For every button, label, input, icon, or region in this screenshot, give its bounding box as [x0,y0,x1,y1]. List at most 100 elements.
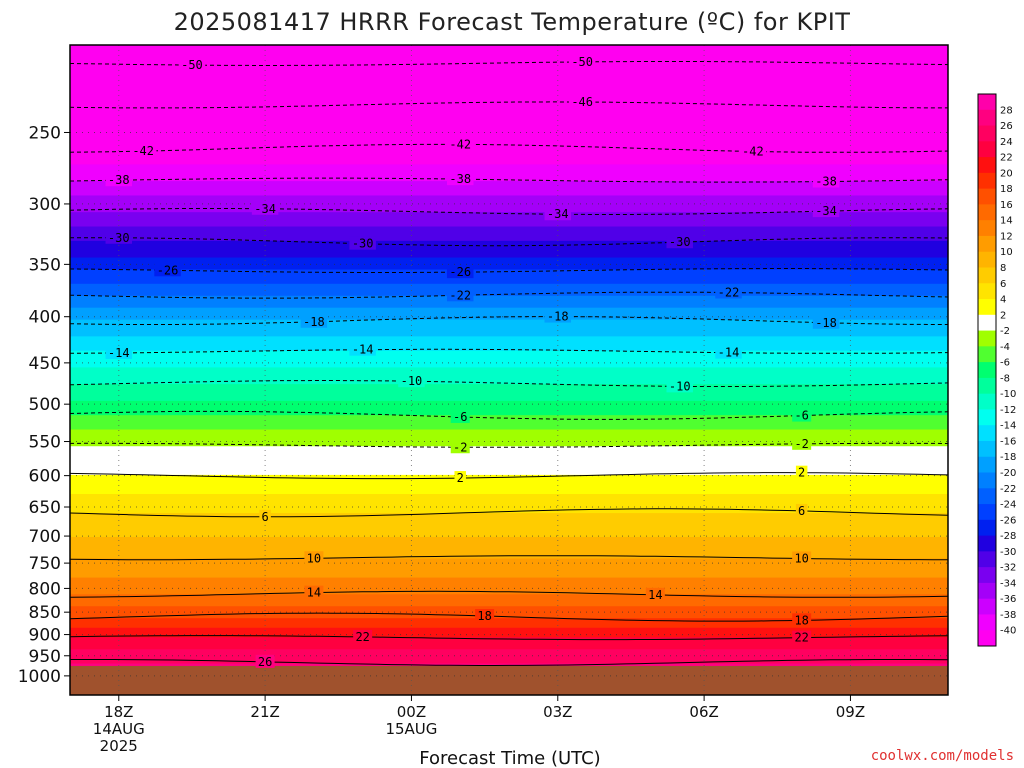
temperature-band [70,594,948,598]
isotherm-label-bg [739,144,767,158]
isotherm-label-bg [568,95,596,109]
temperature-band [70,281,948,285]
temperature-band [70,649,948,653]
colorbar-swatch [978,393,996,410]
colorbar-swatch [978,440,996,458]
temperature-band [70,104,948,108]
isotherm-label: -26 [157,263,179,277]
temperature-band [70,625,948,629]
y-tick-label: 550 [29,433,61,453]
colorbar-label: -16 [1000,436,1016,447]
temperature-band [70,73,948,77]
temperature-band [70,579,948,583]
isotherm-label: -50 [571,55,593,69]
chart-title: 2025081417 HRRR Forecast Temperature (ºC… [174,8,851,36]
colorbar-label: -10 [1000,389,1016,400]
temperature-band [70,145,948,149]
temperature-band [70,460,948,464]
temperature-band [70,290,948,294]
temperature-band [70,627,948,631]
temperature-band [70,508,948,512]
temperature-band [70,61,948,65]
temperature-band [70,138,948,142]
temperature-band [70,553,948,557]
colorbar-label: -12 [1000,405,1016,416]
colorbar-label: -20 [1000,468,1016,479]
colorbar-label: 18 [1000,184,1013,195]
temperature-band [70,572,948,576]
temperature-band [70,642,948,646]
temperature-band [70,288,948,292]
x-tick-label: 2025 [100,737,138,755]
temperature-band [70,264,948,268]
temperature-band [70,164,948,168]
temperature-band [70,214,948,218]
y-tick-label: 850 [29,603,61,623]
isotherm-label: -10 [401,374,423,388]
temperature-band [70,589,948,593]
temperature-band [70,102,948,106]
temperature-band [70,374,948,378]
temperature-band [70,312,948,316]
temperature-band [70,644,948,648]
temperature-band [70,360,948,364]
temperature-band [70,47,948,51]
colorbar-swatch [978,614,996,631]
temperature-band [70,188,948,192]
temperature-band [70,205,948,208]
isotherm-label: 18 [794,613,808,627]
isotherm-line [70,316,948,325]
temperature-band [70,575,948,579]
isotherm-label-bg [544,309,572,323]
watermark: coolwx.com/models [871,748,1014,764]
temperature-band [70,599,948,603]
temperature-band [70,190,948,194]
isotherm-label: -14 [108,346,130,360]
colorbar-label: -22 [1000,484,1016,495]
isotherm-label-bg [812,315,840,329]
isotherm-label-bg [715,285,742,299]
colorbar-swatch [978,314,996,332]
x-tick-label: 03Z [543,703,572,721]
temperature-band [70,341,948,345]
temperature-band [70,658,948,662]
temperature-band [70,393,948,397]
colorbar-swatch [978,535,996,552]
temperature-band [70,632,948,636]
isotherm-label-bg [353,629,373,643]
isotherm-label-bg [450,440,470,454]
temperature-band [70,510,948,514]
temperature-band [70,501,948,505]
temperature-band [70,255,948,259]
x-tick-label: 09Z [836,703,865,721]
colorbar-label: -2 [1000,326,1010,337]
temperature-band [70,240,948,244]
temperature-band [70,546,948,550]
temperature-band [70,252,948,256]
isotherm-label: -42 [742,144,764,158]
temperature-band [70,479,948,483]
temperature-band [70,596,948,600]
isotherm-label: -22 [449,288,471,302]
temperature-band [70,369,948,373]
y-axis-pressure: 250 300 350 400 450 500 550 600 650 700 750 800 850 9… [18,123,70,687]
temperature-band [70,558,948,562]
temperature-band [70,362,948,366]
isotherm-label-bg [349,342,376,356]
colorbar-label: 24 [1000,137,1013,148]
isotherm-label-bg [446,288,474,302]
temperature-band [70,207,948,211]
temperature-band [70,128,948,132]
temperature-band [70,525,948,529]
temperature-band [70,355,948,359]
y-tick-label: 700 [29,527,61,547]
temperature-band [70,477,948,481]
temperature-band [70,577,948,581]
plot-frame [69,44,949,696]
colorbar-swatch [978,172,996,190]
colorbar-swatch [978,519,996,537]
temperature-band [70,200,948,204]
colorbar-label: 12 [1000,231,1013,242]
isotherm-label-bg [792,630,812,644]
colorbar-label: 22 [1000,153,1013,164]
